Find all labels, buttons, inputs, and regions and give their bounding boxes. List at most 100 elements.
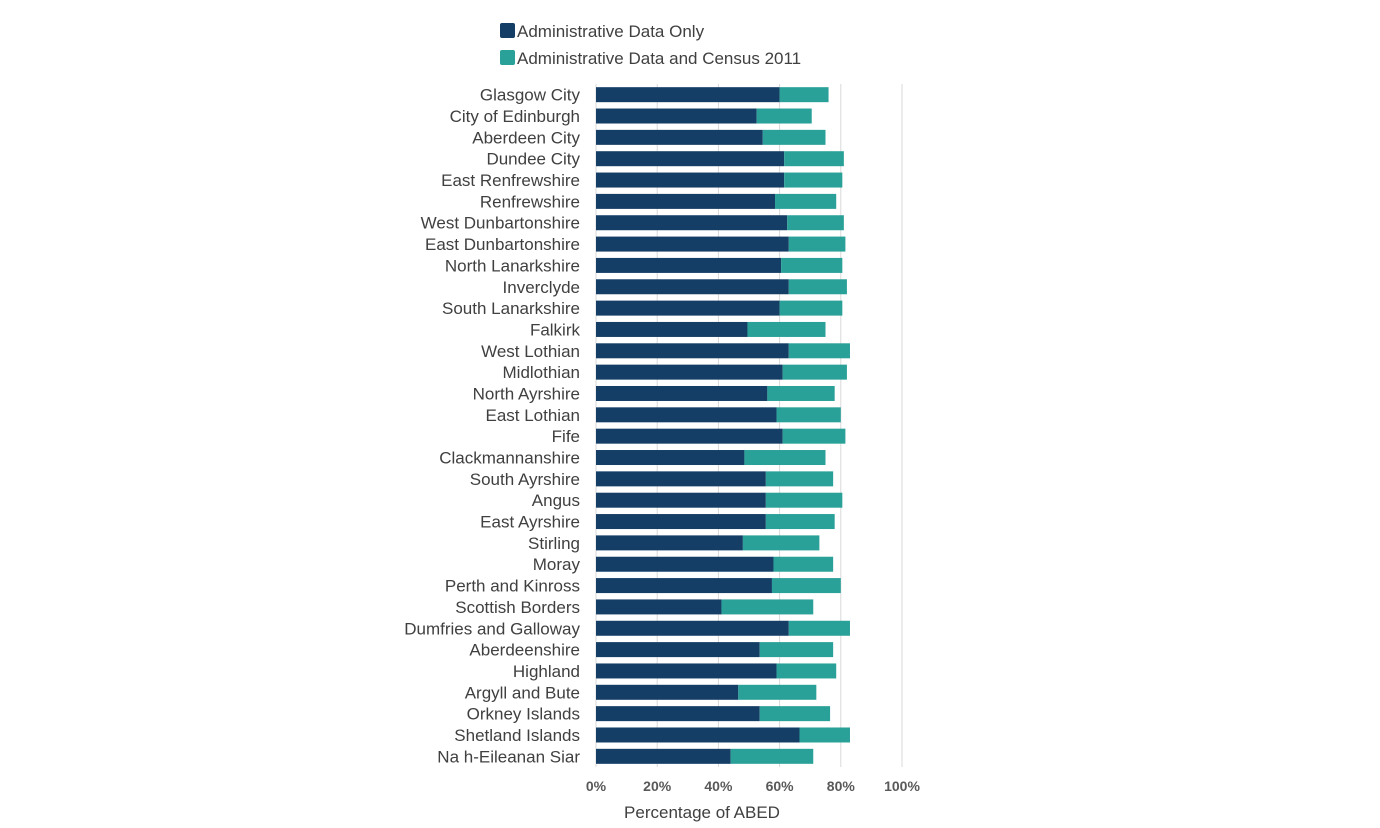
bar-admin-only [596, 748, 731, 764]
category-label: Angus [532, 491, 580, 510]
legend-label-admin-only: Administrative Data Only [517, 22, 705, 41]
x-axis-title: Percentage of ABED [624, 803, 780, 822]
legend-swatch-admin-census [500, 50, 515, 65]
bar-admin-census [742, 535, 820, 551]
bar-admin-only [596, 450, 745, 466]
category-labels: Glasgow City City of Edinburgh Aberdeen Ci… [404, 86, 580, 767]
bar-admin-only [596, 514, 766, 530]
bar-admin-only [596, 428, 783, 444]
category-label: Argyll and Bute [465, 683, 580, 702]
category-label: Stirling [528, 534, 580, 553]
bar-admin-only [596, 257, 782, 273]
category-label: City of Edinburgh [450, 107, 580, 126]
bar-admin-census [784, 172, 843, 188]
bar-admin-only [596, 727, 800, 743]
bar-admin-census [730, 748, 814, 764]
bar-admin-census [799, 727, 850, 743]
bar-admin-only [596, 620, 789, 636]
category-label: South Ayrshire [470, 470, 580, 489]
category-label: Dumfries and Galloway [404, 619, 580, 638]
bar-admin-census [788, 279, 847, 295]
bar-admin-only [596, 706, 760, 722]
bar-admin-census [771, 578, 841, 594]
bar-admin-only [596, 87, 780, 103]
category-label: East Renfrewshire [441, 171, 580, 190]
category-label: North Ayrshire [473, 384, 580, 403]
bar-admin-census [721, 599, 814, 615]
bar-admin-only [596, 407, 777, 423]
bar-admin-only [596, 300, 780, 316]
legend-label-admin-census: Administrative Data and Census 2011 [517, 49, 801, 68]
category-label: Shetland Islands [454, 726, 580, 745]
category-label: Aberdeen City [472, 128, 580, 147]
bar-admin-census [765, 471, 834, 487]
x-tick-label: 60% [766, 778, 795, 794]
bar-admin-census [781, 257, 843, 273]
bar-admin-census [775, 193, 837, 209]
bar-admin-census [776, 407, 841, 423]
bar-admin-only [596, 343, 789, 359]
x-tick-label: 100% [884, 778, 920, 794]
bar-admin-census [759, 642, 834, 658]
category-label: South Lanarkshire [442, 299, 580, 318]
category-label: Perth and Kinross [445, 577, 580, 596]
bar-admin-census [776, 663, 837, 679]
bar-admin-census [773, 556, 834, 572]
category-label: Dundee City [486, 150, 580, 169]
bar-admin-census [788, 620, 850, 636]
bar-admin-census [738, 684, 817, 700]
bar-admin-census [787, 215, 844, 231]
bar-admin-census [782, 428, 846, 444]
category-label: Highland [513, 662, 580, 681]
x-axis-tick-labels: 0% 20% 40% 60% 80% 100% [586, 778, 921, 794]
bar-admin-census [788, 343, 850, 359]
legend-swatch-admin-only [500, 23, 515, 38]
bar-admin-census [788, 236, 846, 252]
category-label: East Ayrshire [480, 513, 580, 532]
bar-admin-only [596, 556, 774, 572]
bar-admin-only [596, 321, 748, 337]
category-label: Moray [533, 555, 581, 574]
bar-admin-census [779, 300, 843, 316]
chart-bars [596, 87, 850, 764]
bar-admin-only [596, 279, 789, 295]
bar-admin-census [779, 87, 829, 103]
category-label: Falkirk [530, 320, 581, 339]
bar-admin-only [596, 471, 766, 487]
bar-admin-only [596, 492, 766, 508]
bar-admin-census [767, 385, 835, 401]
x-tick-label: 40% [704, 778, 733, 794]
x-tick-label: 0% [586, 778, 607, 794]
chart-legend: Administrative Data Only Administrative … [500, 22, 801, 68]
category-label: East Lothian [485, 406, 580, 425]
category-label: East Dunbartonshire [425, 235, 580, 254]
bar-admin-census [765, 492, 843, 508]
bar-admin-census [784, 151, 844, 167]
category-label: Scottish Borders [455, 598, 580, 617]
bar-admin-only [596, 684, 739, 700]
category-label: West Dunbartonshire [421, 214, 580, 233]
bar-admin-census [782, 364, 847, 380]
category-label: Clackmannanshire [439, 449, 580, 468]
bar-admin-only [596, 642, 760, 658]
category-label: Midlothian [503, 363, 581, 382]
bar-admin-only [596, 578, 772, 594]
bar-admin-only [596, 663, 777, 679]
category-label: North Lanarkshire [445, 256, 580, 275]
category-label: Inverclyde [503, 278, 580, 297]
bar-admin-only [596, 151, 785, 167]
category-label: Renfrewshire [480, 192, 580, 211]
bar-admin-only [596, 599, 722, 615]
bar-admin-only [596, 385, 768, 401]
x-tick-label: 80% [827, 778, 856, 794]
category-label: Na h-Eileanan Siar [437, 747, 580, 766]
category-label: West Lothian [481, 342, 580, 361]
bar-admin-only [596, 364, 783, 380]
bar-admin-census [756, 108, 812, 124]
category-label: Fife [552, 427, 580, 446]
bar-admin-only [596, 236, 789, 252]
bar-admin-only [596, 193, 776, 209]
x-tick-label: 20% [643, 778, 672, 794]
bar-admin-census [765, 514, 835, 530]
